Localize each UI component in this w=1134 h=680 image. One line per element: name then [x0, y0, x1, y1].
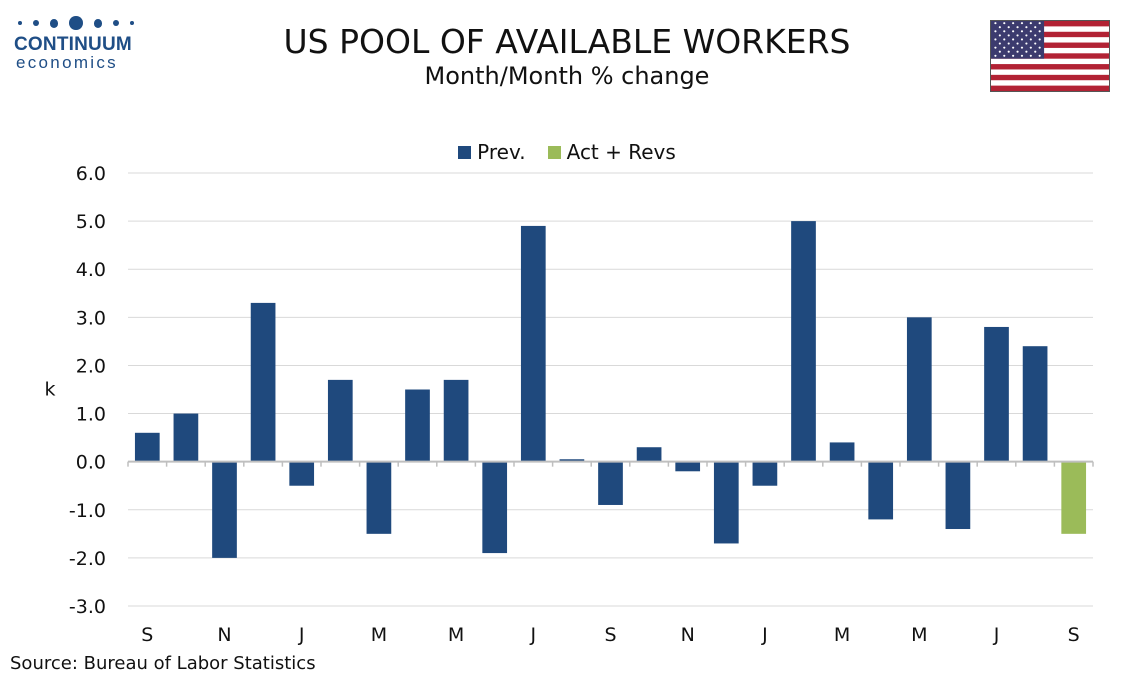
bar-prev: [212, 461, 237, 558]
y-tick-label: 6.0: [76, 163, 106, 185]
bar-prev: [482, 461, 508, 554]
bar-prev: [984, 326, 1009, 462]
page-subtitle: Month/Month % change: [424, 62, 710, 90]
x-tick-label: M: [911, 624, 927, 646]
logo-name: CONTINUUM: [14, 34, 132, 55]
y-tick-label: -1.0: [69, 500, 106, 522]
chart-legend: Prev. Act + Revs: [0, 140, 1134, 164]
bar-prev: [1022, 346, 1048, 462]
legend-item-act: Act + Revs: [547, 140, 676, 164]
bar-act-revs: [1061, 461, 1087, 534]
y-tick-label: 2.0: [76, 355, 106, 377]
bar-prev: [366, 461, 392, 534]
x-tick-label: S: [604, 624, 616, 646]
bar-prev: [945, 461, 971, 530]
us-flag-icon: [990, 20, 1110, 92]
y-tick-label: 4.0: [76, 259, 106, 281]
x-tick-label: J: [761, 624, 768, 646]
y-tick-label: 0.0: [76, 452, 106, 474]
bar-prev: [250, 302, 276, 462]
legend-swatch-prev: [458, 145, 472, 159]
source-note: Source: Bureau of Labor Statistics: [10, 653, 316, 674]
bar-prev: [520, 225, 546, 462]
x-tick-label: N: [217, 624, 231, 646]
bar-prev: [752, 461, 778, 486]
bar-prev: [829, 442, 855, 462]
legend-item-prev: Prev.: [458, 140, 526, 164]
bar-prev: [289, 461, 315, 486]
bar-prev: [636, 447, 662, 462]
y-axis-label: k: [44, 379, 55, 401]
bar-prev: [598, 461, 623, 505]
logo-subtitle: economics: [16, 53, 118, 72]
bar-prev: [906, 317, 932, 462]
x-tick-label: M: [448, 624, 464, 646]
x-tick-label: J: [993, 624, 1000, 646]
bar-prev: [868, 461, 894, 520]
legend-swatch-act: [547, 145, 561, 159]
bar-prev: [443, 379, 469, 462]
y-tick-label: -2.0: [69, 548, 106, 570]
x-tick-label: N: [681, 624, 695, 646]
bar-prev: [327, 379, 353, 462]
y-tick-label: -3.0: [69, 596, 106, 618]
bar-prev: [713, 461, 739, 544]
x-tick-label: S: [141, 624, 153, 646]
legend-label-prev: Prev.: [477, 140, 526, 164]
x-tick-label: M: [834, 624, 850, 646]
x-tick-label: S: [1068, 624, 1080, 646]
x-tick-label: M: [371, 624, 387, 646]
legend-label-act: Act + Revs: [566, 140, 676, 164]
x-tick-label: J: [529, 624, 536, 646]
y-tick-label: 1.0: [76, 404, 106, 426]
bar-prev: [173, 413, 199, 462]
y-tick-label: 3.0: [76, 307, 106, 329]
continuum-logo: CONTINUUM economics: [14, 14, 134, 78]
y-tick-label: 5.0: [76, 211, 106, 233]
bar-prev: [559, 459, 585, 462]
x-tick-label: J: [298, 624, 305, 646]
bar-prev: [134, 432, 160, 462]
bar-prev: [675, 461, 701, 472]
logo-dots: [18, 14, 134, 32]
bar-prev: [791, 221, 816, 462]
bar-prev: [405, 389, 430, 462]
page-title: US POOL OF AVAILABLE WORKERS: [283, 22, 851, 61]
